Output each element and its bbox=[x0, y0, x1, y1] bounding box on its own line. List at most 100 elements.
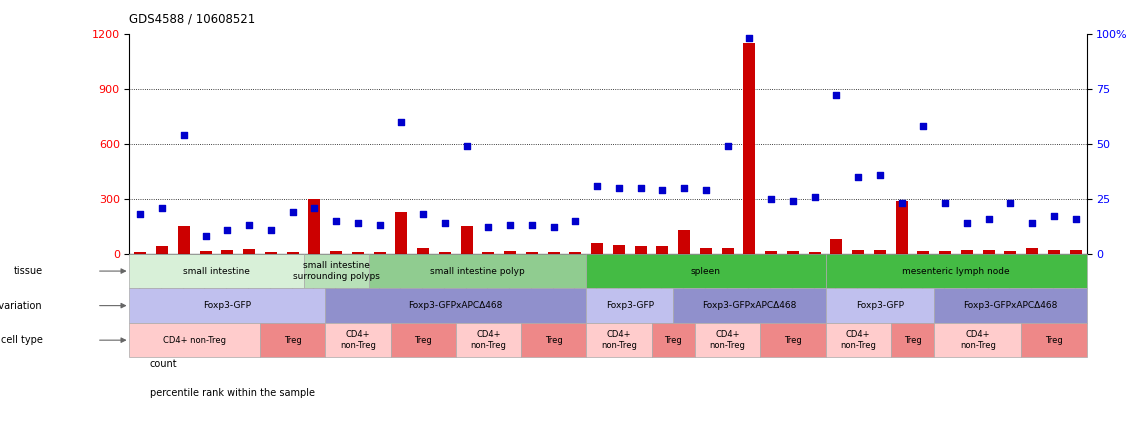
Bar bbox=[243, 249, 256, 254]
Bar bbox=[760, 323, 825, 357]
Bar bbox=[129, 254, 304, 288]
Bar bbox=[613, 244, 625, 254]
Text: CD4+
non-Treg: CD4+ non-Treg bbox=[601, 330, 637, 350]
Bar bbox=[591, 243, 604, 254]
Point bbox=[610, 184, 628, 191]
Bar bbox=[287, 252, 298, 254]
Bar bbox=[874, 250, 886, 254]
Text: spleen: spleen bbox=[691, 266, 721, 275]
Bar bbox=[222, 250, 233, 254]
Bar bbox=[260, 323, 325, 357]
Text: percentile rank within the sample: percentile rank within the sample bbox=[150, 388, 315, 398]
Point bbox=[370, 222, 388, 228]
Bar bbox=[1021, 323, 1087, 357]
Point bbox=[676, 184, 694, 191]
Text: Treg: Treg bbox=[664, 336, 682, 345]
Bar bbox=[1026, 248, 1038, 254]
Text: small intestine: small intestine bbox=[184, 266, 250, 275]
Point bbox=[218, 226, 236, 233]
Bar bbox=[391, 323, 456, 357]
Text: CD4+
non-Treg: CD4+ non-Treg bbox=[959, 330, 995, 350]
Bar bbox=[825, 254, 1087, 288]
Point bbox=[870, 171, 888, 178]
Point bbox=[828, 92, 846, 99]
Point bbox=[132, 211, 150, 217]
Bar bbox=[461, 226, 473, 254]
Point bbox=[305, 204, 323, 211]
Bar bbox=[526, 252, 538, 254]
Point bbox=[632, 184, 650, 191]
Bar bbox=[325, 323, 391, 357]
Point bbox=[522, 222, 540, 228]
Bar bbox=[587, 323, 652, 357]
Bar bbox=[587, 288, 673, 323]
Point bbox=[958, 220, 976, 226]
Bar bbox=[652, 323, 695, 357]
Point bbox=[153, 204, 171, 211]
Bar bbox=[587, 254, 825, 288]
Point bbox=[1001, 200, 1019, 206]
Point bbox=[697, 187, 715, 193]
Point bbox=[392, 118, 410, 125]
Bar bbox=[374, 252, 385, 254]
Point bbox=[349, 220, 367, 226]
Point bbox=[414, 211, 432, 217]
Point bbox=[784, 198, 802, 204]
Point bbox=[1024, 220, 1042, 226]
Point bbox=[197, 233, 215, 239]
Text: Treg: Treg bbox=[784, 336, 802, 345]
Text: Foxp3-GFP: Foxp3-GFP bbox=[856, 301, 904, 310]
Bar bbox=[891, 323, 935, 357]
Text: CD4+
non-Treg: CD4+ non-Treg bbox=[471, 330, 507, 350]
Text: CD4+
non-Treg: CD4+ non-Treg bbox=[709, 330, 745, 350]
Bar bbox=[395, 212, 408, 254]
Bar bbox=[325, 288, 587, 323]
Point bbox=[1066, 215, 1084, 222]
Bar bbox=[1048, 250, 1060, 254]
Point bbox=[566, 217, 584, 224]
Bar bbox=[960, 250, 973, 254]
Bar bbox=[983, 250, 994, 254]
Text: CD4+ non-Treg: CD4+ non-Treg bbox=[163, 336, 226, 345]
Point bbox=[741, 35, 759, 41]
Bar bbox=[673, 288, 825, 323]
Bar bbox=[547, 252, 560, 254]
Point bbox=[240, 222, 258, 228]
Text: mesenteric lymph node: mesenteric lymph node bbox=[902, 266, 1010, 275]
Bar bbox=[309, 199, 321, 254]
Bar bbox=[831, 239, 842, 254]
Bar bbox=[700, 248, 712, 254]
Point bbox=[806, 193, 824, 200]
Bar bbox=[129, 323, 260, 357]
Text: Treg: Treg bbox=[284, 336, 302, 345]
Point bbox=[328, 217, 346, 224]
Bar bbox=[1004, 251, 1017, 254]
Bar bbox=[825, 288, 935, 323]
Bar bbox=[456, 323, 521, 357]
Bar bbox=[134, 252, 146, 254]
Text: Foxp3-GFP: Foxp3-GFP bbox=[204, 301, 251, 310]
Bar bbox=[895, 201, 908, 254]
Text: CD4+
non-Treg: CD4+ non-Treg bbox=[340, 330, 376, 350]
Bar bbox=[157, 247, 168, 254]
Point bbox=[501, 222, 519, 228]
Point bbox=[849, 173, 867, 180]
Point bbox=[936, 200, 954, 206]
Bar bbox=[743, 43, 756, 254]
Point bbox=[480, 224, 498, 231]
Text: count: count bbox=[150, 359, 178, 369]
Point bbox=[175, 132, 193, 138]
Text: small intestine polyp: small intestine polyp bbox=[430, 266, 525, 275]
Bar bbox=[678, 230, 690, 254]
Text: small intestine
surrounding polyps: small intestine surrounding polyps bbox=[293, 261, 379, 281]
Point bbox=[545, 224, 563, 231]
Text: tissue: tissue bbox=[14, 266, 43, 276]
Bar bbox=[656, 245, 669, 254]
Bar bbox=[695, 323, 760, 357]
Point bbox=[284, 209, 302, 215]
Text: CD4+
non-Treg: CD4+ non-Treg bbox=[840, 330, 876, 350]
Text: GDS4588 / 10608521: GDS4588 / 10608521 bbox=[129, 13, 256, 26]
Bar bbox=[504, 251, 516, 254]
Bar bbox=[129, 288, 325, 323]
Bar bbox=[330, 251, 342, 254]
